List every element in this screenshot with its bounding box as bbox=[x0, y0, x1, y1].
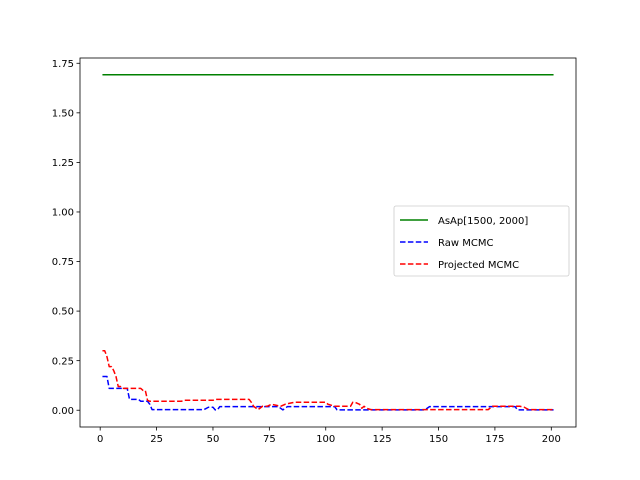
series-line-1 bbox=[102, 375, 554, 411]
y-axis: 0.00 0.25 0.50 0.75 1.00 1.25 1.50 1.75 bbox=[52, 59, 80, 417]
y-tick-label: 1.25 bbox=[52, 158, 74, 169]
y-tick-label: 0.50 bbox=[52, 307, 74, 318]
x-tick-label: 75 bbox=[263, 434, 276, 445]
series-layer bbox=[102, 74, 554, 411]
x-axis: 0 25 50 75 100 125 150 175 200 bbox=[97, 427, 561, 445]
y-tick-label: 0.00 bbox=[52, 406, 74, 417]
x-tick-label: 150 bbox=[429, 434, 448, 445]
y-tick-label: 1.50 bbox=[52, 108, 74, 119]
legend-label-2: Projected MCMC bbox=[438, 260, 519, 271]
x-tick-label: 125 bbox=[373, 434, 392, 445]
x-tick-label: 175 bbox=[485, 434, 504, 445]
x-tick-label: 200 bbox=[542, 434, 561, 445]
axes-frame bbox=[79, 57, 577, 428]
legend-label-0: AsAp[1500, 2000] bbox=[438, 216, 528, 227]
x-tick-label: 0 bbox=[97, 434, 103, 445]
legend-box bbox=[393, 205, 570, 277]
legend-label-1: Raw MCMC bbox=[438, 238, 493, 249]
x-tick-label: 50 bbox=[207, 434, 220, 445]
y-tick-label: 1.00 bbox=[52, 208, 74, 219]
y-tick-label: 1.75 bbox=[52, 59, 74, 70]
x-tick-label: 25 bbox=[150, 434, 163, 445]
y-tick-label: 0.75 bbox=[52, 257, 74, 268]
series-line-2 bbox=[102, 350, 554, 411]
y-tick-label: 0.25 bbox=[52, 356, 74, 367]
legend: AsAp[1500, 2000] Raw MCMC Projected MCMC bbox=[393, 205, 570, 277]
x-tick-label: 100 bbox=[316, 434, 335, 445]
